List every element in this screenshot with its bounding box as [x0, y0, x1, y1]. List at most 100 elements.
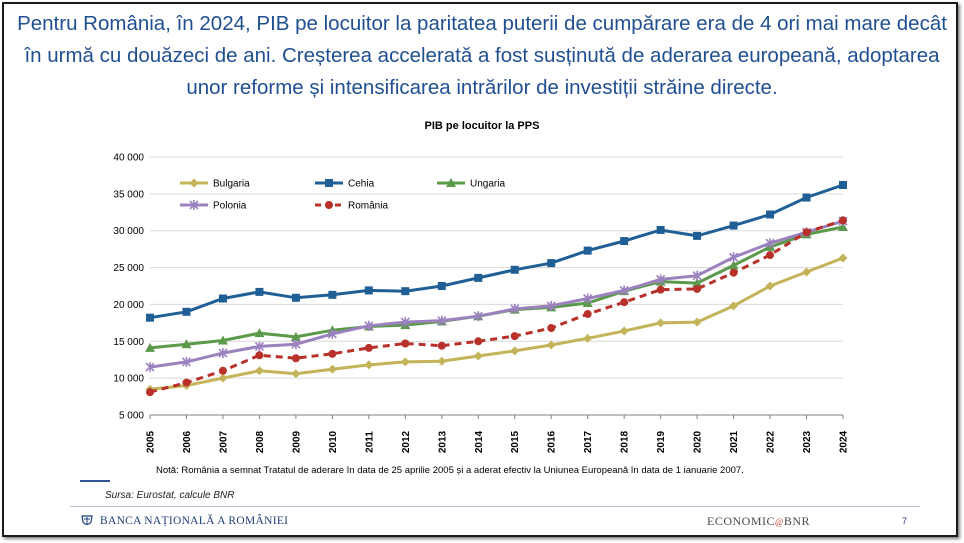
point-romnia — [218, 366, 227, 375]
point-bulgaria — [765, 281, 775, 291]
legend-label-polonia: Polonia — [213, 201, 247, 212]
x-tick-label: 2024 — [839, 430, 850, 453]
legend-label-ungaria: Ungaria — [470, 179, 505, 190]
point-cehia — [656, 225, 665, 234]
point-cehia — [583, 246, 592, 255]
point-cehia — [839, 181, 847, 190]
series-line-polonia — [149, 219, 844, 369]
x-tick-label: 2010 — [328, 430, 339, 453]
point-polonia — [583, 293, 593, 304]
point-bulgaria — [291, 369, 301, 379]
y-tick-label: 35 000 — [113, 189, 144, 200]
x-tick-label: 2020 — [693, 430, 704, 453]
point-polonia — [619, 285, 629, 296]
point-romnia — [364, 343, 373, 352]
source-rule — [80, 480, 110, 482]
x-tick-label: 2011 — [364, 431, 375, 453]
x-tick-label: 2009 — [291, 430, 302, 453]
point-polonia — [546, 300, 556, 311]
series-line-romnia — [149, 218, 844, 394]
point-bulgaria — [400, 357, 410, 367]
y-tick-label: 10 000 — [113, 374, 144, 385]
point-polonia — [291, 339, 301, 350]
x-tick-label: 2017 — [583, 430, 594, 453]
point-ungaria — [290, 331, 301, 341]
x-tick-label: 2016 — [547, 430, 558, 453]
point-cehia — [693, 231, 702, 240]
point-cehia — [620, 237, 629, 246]
legend-label-bulgaria: Bulgaria — [213, 179, 250, 190]
point-romnia — [182, 378, 191, 387]
point-cehia — [146, 313, 154, 322]
legend-marker-bulgaria — [189, 178, 199, 188]
point-cehia — [729, 221, 738, 230]
legend-marker-ungaria — [446, 178, 456, 187]
source-text: Sursa: Eurostat, calcule BNR — [105, 490, 235, 501]
x-tick-label: 2019 — [656, 430, 667, 453]
point-ungaria — [145, 342, 155, 352]
econ-mid: @ — [775, 517, 784, 527]
slide-frame — [2, 2, 958, 537]
chart-note: Notă: România a semnat Tratatul de adera… — [156, 465, 744, 476]
point-romnia — [802, 228, 811, 237]
point-bulgaria — [656, 318, 666, 328]
legend-marker-cehia — [325, 179, 333, 187]
y-tick-label: 15 000 — [113, 337, 144, 348]
point-romnia — [766, 251, 775, 260]
point-cehia — [510, 265, 519, 274]
point-cehia — [182, 307, 191, 316]
point-ungaria — [217, 335, 228, 345]
point-romnia — [583, 310, 592, 319]
x-tick-label: 2015 — [510, 430, 521, 453]
legend-marker-romnia — [325, 201, 333, 209]
point-cehia — [291, 293, 300, 302]
point-bulgaria — [437, 356, 447, 366]
point-cehia — [474, 273, 483, 282]
point-romnia — [656, 285, 665, 294]
legend-label-cehia: Cehia — [348, 179, 375, 190]
point-bulgaria — [583, 333, 593, 343]
point-bulgaria — [546, 340, 556, 350]
point-bulgaria — [510, 346, 520, 356]
point-ungaria — [181, 339, 192, 349]
point-bulgaria — [327, 364, 337, 374]
point-bulgaria — [218, 373, 228, 383]
page-number: 7 — [902, 516, 908, 526]
point-romnia — [547, 324, 556, 333]
point-romnia — [510, 332, 519, 341]
point-romnia — [839, 216, 847, 225]
point-cehia — [401, 287, 410, 296]
point-ungaria — [254, 328, 265, 338]
point-polonia — [656, 274, 666, 285]
series-line-ungaria — [149, 225, 844, 350]
point-polonia — [729, 252, 739, 263]
legend-label-romnia: România — [348, 201, 388, 212]
point-polonia — [510, 303, 520, 314]
point-polonia — [327, 328, 337, 339]
y-tick-label: 40 000 — [113, 153, 144, 164]
point-ungaria — [838, 222, 848, 232]
x-tick-label: 2006 — [182, 430, 193, 453]
x-tick-label: 2014 — [474, 430, 485, 453]
point-polonia — [181, 356, 192, 367]
point-romnia — [146, 388, 154, 397]
point-romnia — [401, 339, 410, 348]
series-line-bulgaria — [149, 256, 844, 391]
point-polonia — [145, 362, 155, 373]
y-tick-label: 5 000 — [119, 411, 144, 422]
x-tick-label: 2022 — [766, 430, 777, 453]
economic-bnr-logo: ECONOMIC@BNR — [707, 514, 810, 529]
point-bulgaria — [729, 301, 739, 311]
point-cehia — [437, 282, 446, 290]
legend-marker-polonia — [189, 200, 199, 210]
y-tick-label: 25 000 — [113, 263, 144, 274]
point-romnia — [474, 337, 483, 346]
y-tick-label: 30 000 — [113, 226, 144, 237]
x-tick-label: 2012 — [401, 430, 412, 453]
econ-right: BNR — [783, 514, 810, 528]
point-romnia — [620, 298, 629, 307]
x-tick-label: 2021 — [729, 430, 740, 453]
point-bulgaria — [619, 326, 629, 336]
point-bulgaria — [802, 267, 812, 277]
point-cehia — [766, 210, 775, 219]
